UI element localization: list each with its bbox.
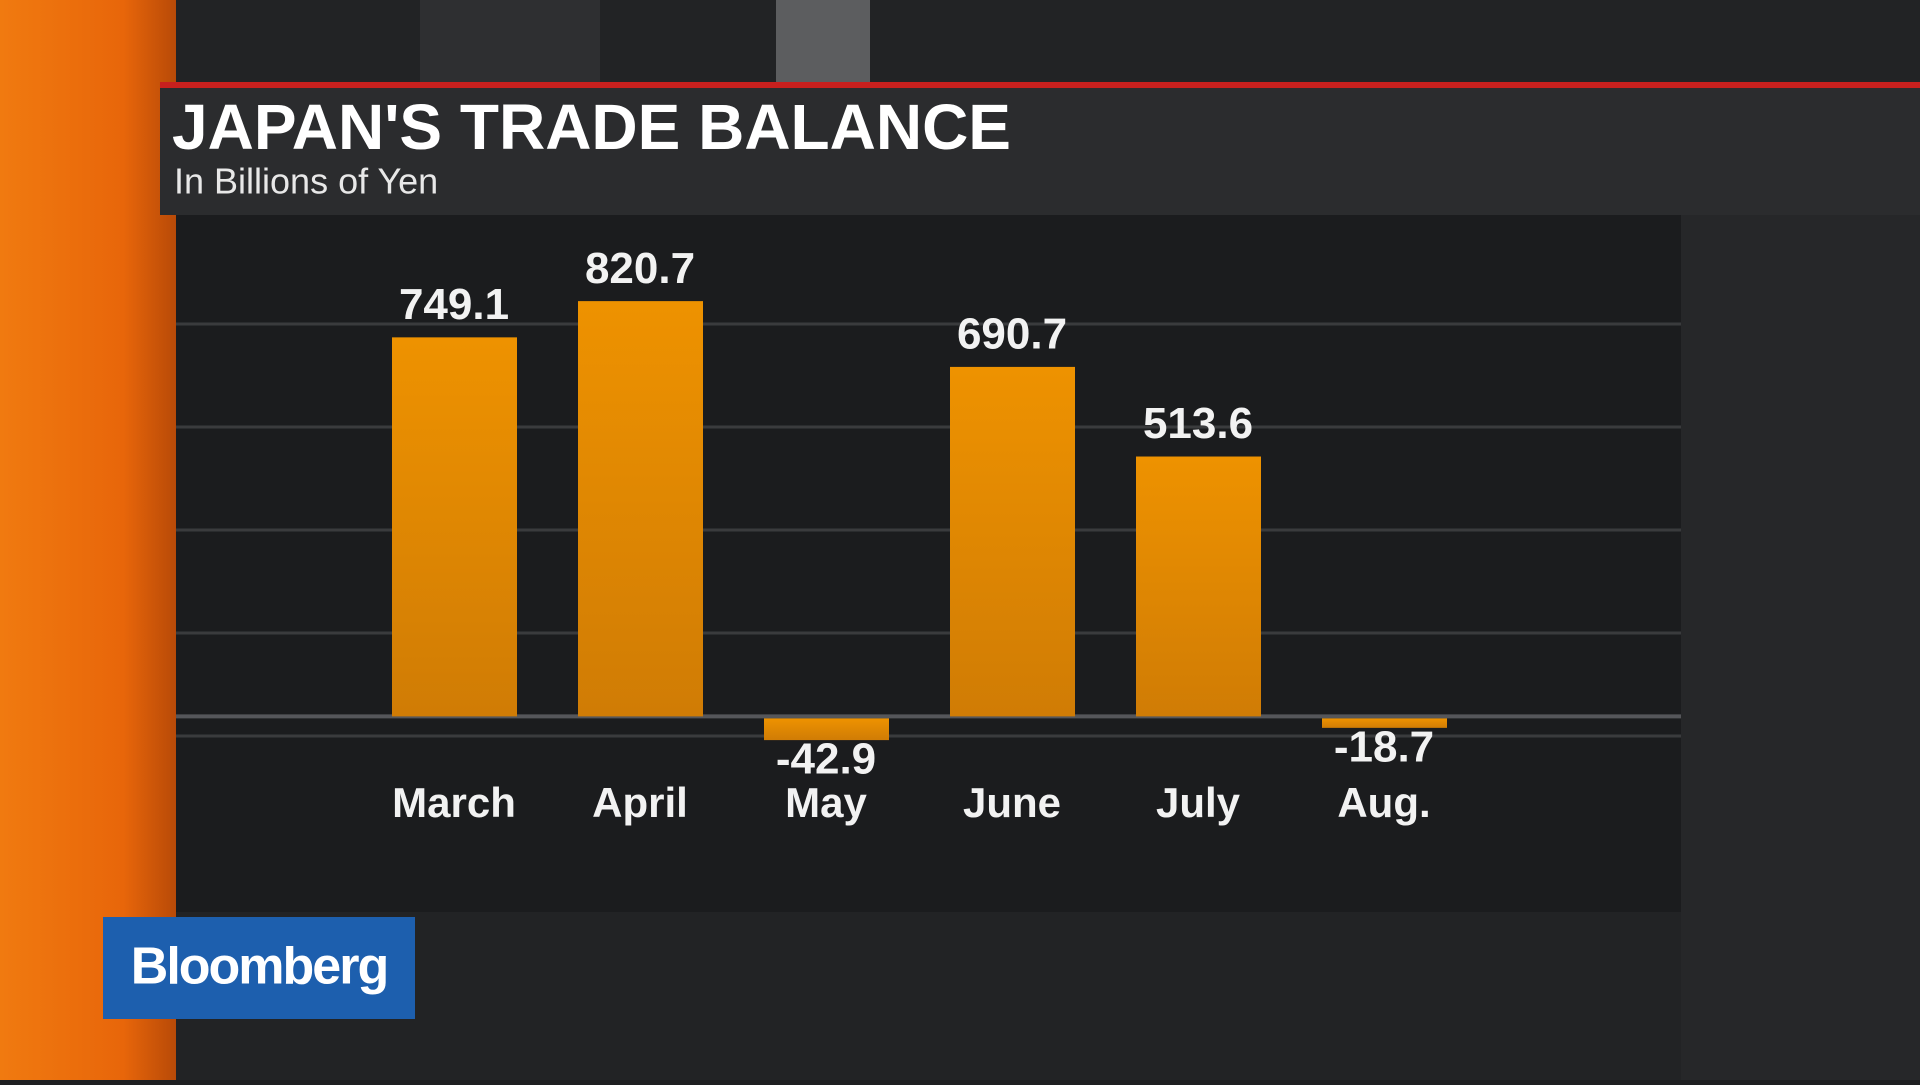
title-rule: [160, 82, 1920, 88]
title-bar: [160, 82, 1920, 215]
value-label: -18.7: [1334, 722, 1434, 771]
value-label: -42.9: [776, 735, 876, 784]
x-tick-label: March: [392, 779, 516, 826]
bar: [764, 718, 889, 741]
background-panel: [776, 0, 870, 82]
x-tick-label: July: [1156, 779, 1241, 826]
background-panel: [420, 0, 600, 82]
background-panel: [1681, 215, 1920, 1080]
chart-subtitle: In Billions of Yen: [174, 161, 438, 202]
side-strip: [0, 0, 176, 1080]
value-label: 820.7: [585, 244, 695, 293]
x-tick-label: June: [963, 779, 1061, 826]
value-label: 749.1: [399, 280, 509, 329]
bar: [392, 337, 517, 717]
bar: [1322, 718, 1447, 728]
x-tick-label: April: [592, 779, 688, 826]
logo-box: [103, 917, 415, 1019]
value-label: 513.6: [1143, 399, 1253, 448]
x-tick-label: May: [785, 779, 867, 826]
chart-title: JAPAN'S TRADE BALANCE: [172, 91, 1011, 163]
x-tick-label: Aug.: [1337, 779, 1430, 826]
bar: [1136, 456, 1261, 717]
bar: [578, 301, 703, 717]
value-label: 690.7: [957, 310, 1067, 359]
logo: Bloomberg: [131, 938, 387, 996]
bar: [950, 366, 1075, 717]
